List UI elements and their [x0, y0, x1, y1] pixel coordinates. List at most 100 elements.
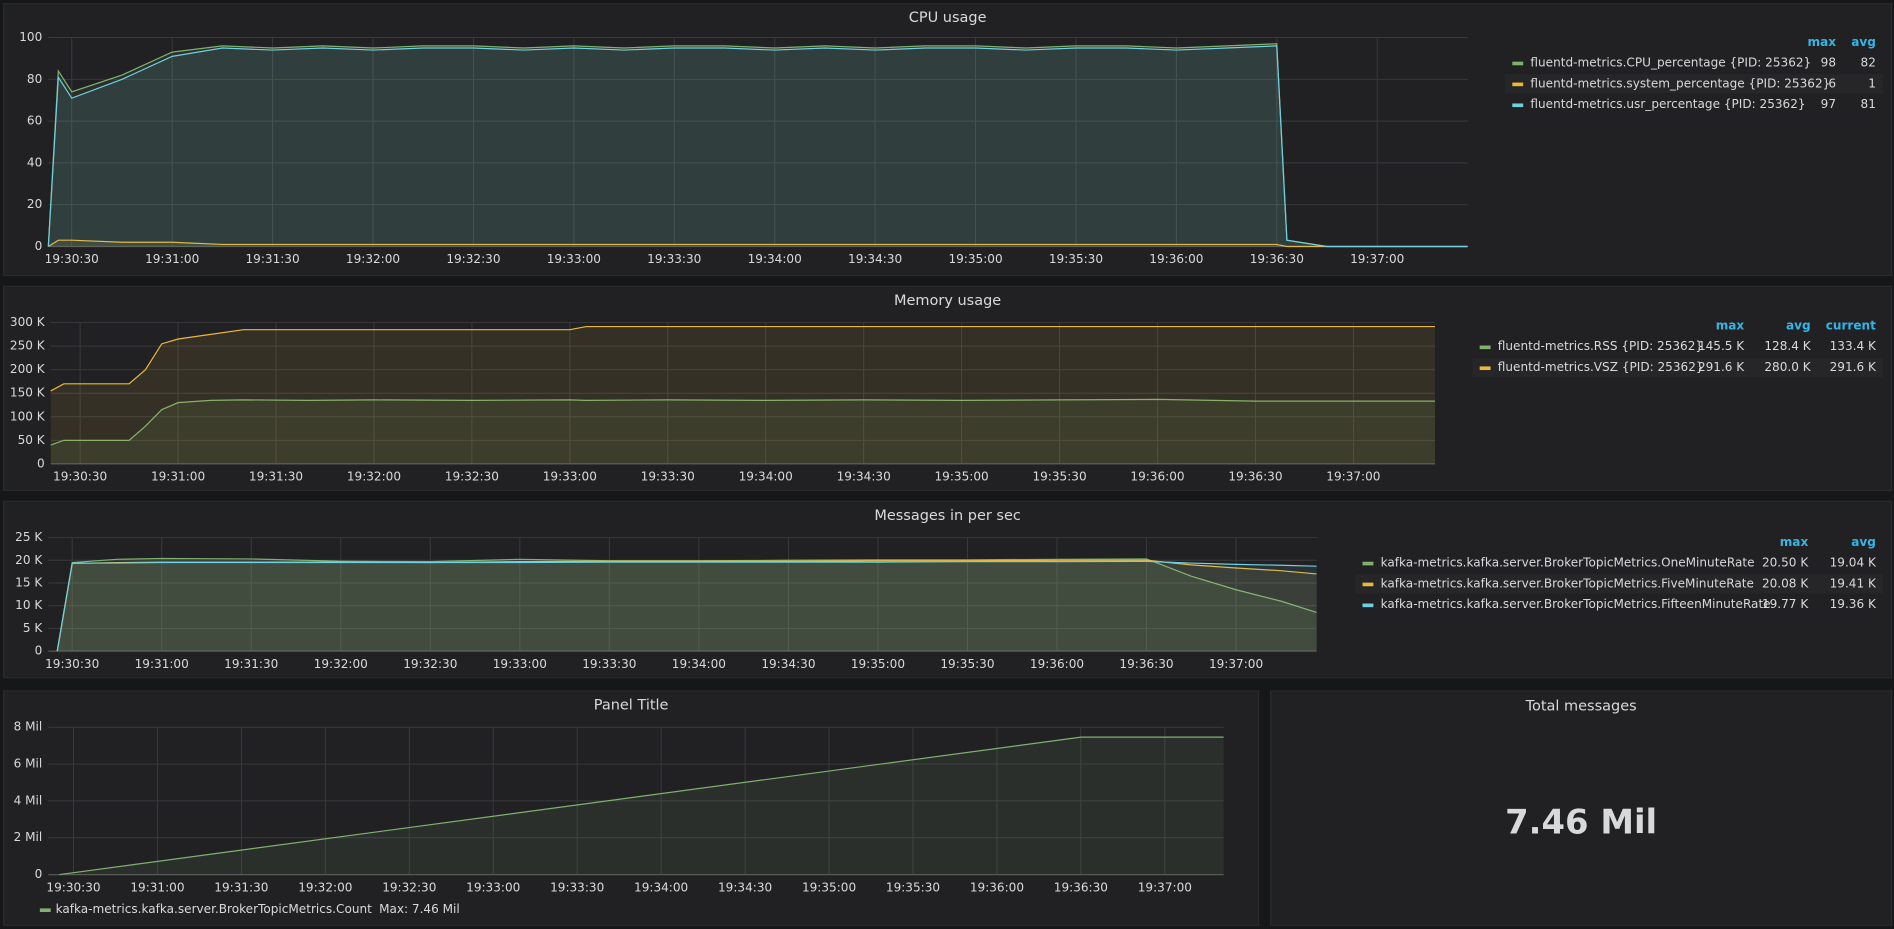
x-tick-label: 19:37:00: [1138, 880, 1192, 894]
x-tick-label: 19:37:00: [1326, 470, 1380, 484]
x-tick-label: 19:33:00: [547, 252, 601, 266]
series-line: [59, 736, 1224, 876]
x-tick-label: 19:37:00: [1350, 252, 1404, 266]
x-tick-label: 19:34:00: [748, 252, 802, 266]
y-tick-label: 80: [27, 72, 42, 86]
legend-value: 145.5 K: [1698, 339, 1745, 353]
legend-header: current: [1826, 319, 1876, 333]
y-tick-label: 25 K: [15, 530, 43, 544]
legend-swatch: [1362, 582, 1374, 587]
legend-swatch: [1362, 561, 1374, 566]
x-tick-label: 19:36:30: [1228, 470, 1282, 484]
legend-value: 82: [1861, 55, 1876, 69]
x-tick-label: 19:33:00: [493, 657, 547, 671]
legend-header: max: [1716, 319, 1745, 333]
x-tick-label: 19:33:30: [647, 252, 701, 266]
series-area: [59, 737, 1224, 875]
x-tick-label: 19:34:30: [718, 880, 772, 894]
legend-value: 291.6 K: [1698, 360, 1745, 374]
legend-row: [1355, 595, 1884, 615]
legend-value: 97: [1821, 97, 1836, 111]
legend-value: 280.0 K: [1764, 360, 1811, 374]
x-tick-label: 19:35:00: [851, 657, 905, 671]
x-tick-label: 19:36:30: [1119, 657, 1173, 671]
x-tick-label: 19:33:00: [543, 470, 597, 484]
y-tick-label: 300 K: [10, 315, 46, 329]
legend-header: max: [1780, 535, 1809, 549]
y-tick-label: 10 K: [15, 598, 43, 612]
x-tick-label: 19:31:00: [130, 880, 184, 894]
x-tick-label: 19:31:30: [224, 657, 278, 671]
y-tick-label: 6 Mil: [14, 757, 43, 771]
legend-header: avg: [1851, 35, 1876, 49]
legend-label: fluentd-metrics.system_percentage {PID: …: [1530, 76, 1830, 90]
stat-value: 7.46 Mil: [1505, 802, 1657, 841]
series-line: [47, 239, 1468, 248]
series-line: [50, 325, 1435, 392]
legend-label: kafka-metrics.kafka.server.BrokerTopicMe…: [1381, 576, 1754, 590]
y-tick-label: 0: [37, 456, 45, 470]
legend-header: avg: [1851, 535, 1876, 549]
legend-label: kafka-metrics.kafka.server.BrokerTopicMe…: [1381, 597, 1771, 611]
x-tick-label: 19:36:30: [1250, 252, 1304, 266]
x-tick-label: 19:35:30: [886, 880, 940, 894]
series-area: [48, 45, 1468, 247]
series-line: [47, 45, 1468, 248]
panel: [3, 690, 1260, 926]
x-tick-label: 19:34:30: [837, 470, 891, 484]
x-tick-label: 19:32:00: [298, 880, 352, 894]
x-tick-label: 19:35:00: [802, 880, 856, 894]
legend-value: 19.77 K: [1762, 597, 1809, 611]
y-tick-label: 40: [27, 155, 42, 169]
legend-swatch: [1362, 603, 1374, 608]
x-tick-label: 19:33:00: [466, 880, 520, 894]
x-tick-label: 19:33:30: [641, 470, 695, 484]
x-tick-label: 19:34:30: [761, 657, 815, 671]
x-tick-label: 19:32:30: [445, 470, 499, 484]
legend-row: [1505, 53, 1884, 73]
legend-row: [1505, 95, 1884, 115]
panel-title: Memory usage: [894, 293, 1001, 309]
x-tick-label: 19:36:30: [1054, 880, 1108, 894]
legend-swatch: [1479, 345, 1491, 350]
legend-swatch: [1512, 103, 1524, 108]
x-tick-label: 19:33:30: [550, 880, 604, 894]
legend-value: 19.04 K: [1830, 555, 1877, 569]
legend-value: Max: 7.46 Mil: [379, 902, 460, 916]
x-tick-label: 19:32:00: [314, 657, 368, 671]
legend-row: [1472, 357, 1884, 378]
legend-header: max: [1808, 35, 1837, 49]
y-tick-label: 50 K: [18, 433, 46, 447]
series-area: [50, 326, 1435, 464]
legend-header: avg: [1786, 319, 1811, 333]
legend-value: 133.4 K: [1830, 339, 1877, 353]
y-tick-label: 60: [27, 114, 42, 128]
legend-value: 1: [1868, 76, 1876, 90]
x-tick-label: 19:36:00: [970, 880, 1024, 894]
x-tick-label: 19:31:30: [214, 880, 268, 894]
series-area: [57, 560, 1317, 652]
series-area: [48, 43, 1468, 247]
series-line: [50, 398, 1435, 446]
x-tick-label: 19:30:30: [53, 470, 107, 484]
legend-value: 81: [1861, 97, 1876, 111]
x-tick-label: 19:32:00: [346, 252, 400, 266]
x-tick-label: 19:30:30: [45, 657, 99, 671]
y-tick-label: 4 Mil: [14, 793, 43, 807]
y-tick-label: 0: [35, 239, 43, 253]
legend-label: kafka-metrics.kafka.server.BrokerTopicMe…: [56, 902, 373, 916]
x-tick-label: 19:35:30: [1032, 470, 1086, 484]
legend-label: fluentd-metrics.usr_percentage {PID: 253…: [1530, 97, 1805, 111]
x-tick-label: 19:31:30: [245, 252, 299, 266]
legend-label: fluentd-metrics.CPU_percentage {PID: 253…: [1530, 55, 1811, 69]
legend-swatch: [1512, 82, 1524, 87]
legend-label: fluentd-metrics.VSZ {PID: 25362}: [1498, 360, 1704, 374]
x-tick-label: 19:37:00: [1209, 657, 1263, 671]
x-tick-label: 19:36:00: [1030, 657, 1084, 671]
legend-row: [1472, 337, 1884, 357]
legend-swatch: [39, 908, 51, 913]
x-tick-label: 19:30:30: [46, 880, 100, 894]
y-tick-label: 2 Mil: [14, 830, 43, 844]
